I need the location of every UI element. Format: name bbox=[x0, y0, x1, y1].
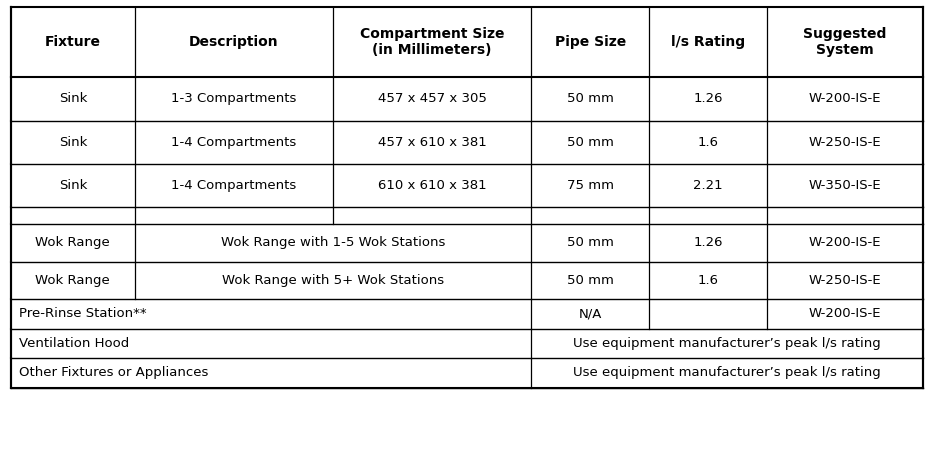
Text: 75 mm: 75 mm bbox=[567, 179, 614, 192]
Text: 610 x 610 x 381: 610 x 610 x 381 bbox=[378, 179, 487, 192]
Text: Other Fixtures or Appliances: Other Fixtures or Appliances bbox=[19, 366, 208, 379]
Text: Pre-Rinse Station**: Pre-Rinse Station** bbox=[19, 307, 147, 320]
Text: 50 mm: 50 mm bbox=[567, 274, 614, 287]
Text: Wok Range: Wok Range bbox=[35, 274, 110, 287]
Text: W-200-IS-E: W-200-IS-E bbox=[809, 92, 882, 106]
Text: Suggested
System: Suggested System bbox=[803, 27, 886, 57]
Text: 1-3 Compartments: 1-3 Compartments bbox=[171, 92, 296, 106]
Text: W-200-IS-E: W-200-IS-E bbox=[809, 307, 882, 320]
Text: 50 mm: 50 mm bbox=[567, 92, 614, 106]
Text: W-250-IS-E: W-250-IS-E bbox=[809, 136, 882, 149]
Text: 1.26: 1.26 bbox=[694, 92, 723, 106]
Text: Wok Range with 5+ Wok Stations: Wok Range with 5+ Wok Stations bbox=[222, 274, 444, 287]
Text: Description: Description bbox=[189, 35, 278, 49]
Text: 1.6: 1.6 bbox=[698, 136, 719, 149]
Text: Sink: Sink bbox=[59, 179, 87, 192]
Text: Ventilation Hood: Ventilation Hood bbox=[19, 337, 129, 350]
Text: W-250-IS-E: W-250-IS-E bbox=[809, 274, 882, 287]
Text: N/A: N/A bbox=[579, 307, 602, 320]
Text: l/s Rating: l/s Rating bbox=[672, 35, 745, 49]
Text: 1.6: 1.6 bbox=[698, 274, 719, 287]
Text: 1-4 Compartments: 1-4 Compartments bbox=[171, 179, 296, 192]
Text: W-200-IS-E: W-200-IS-E bbox=[809, 237, 882, 249]
Text: Fixture: Fixture bbox=[45, 35, 101, 49]
Text: Wok Range with 1-5 Wok Stations: Wok Range with 1-5 Wok Stations bbox=[220, 237, 446, 249]
Text: Sink: Sink bbox=[59, 92, 87, 106]
Text: Use equipment manufacturer’s peak l/s rating: Use equipment manufacturer’s peak l/s ra… bbox=[573, 337, 881, 350]
Text: Sink: Sink bbox=[59, 136, 87, 149]
Text: 457 x 457 x 305: 457 x 457 x 305 bbox=[377, 92, 487, 106]
Text: Pipe Size: Pipe Size bbox=[555, 35, 626, 49]
Text: 1-4 Compartments: 1-4 Compartments bbox=[171, 136, 296, 149]
Text: Wok Range: Wok Range bbox=[35, 237, 110, 249]
Text: 50 mm: 50 mm bbox=[567, 237, 614, 249]
Text: W-350-IS-E: W-350-IS-E bbox=[809, 179, 882, 192]
Text: 50 mm: 50 mm bbox=[567, 136, 614, 149]
Text: 1.26: 1.26 bbox=[694, 237, 723, 249]
Text: Use equipment manufacturer’s peak l/s rating: Use equipment manufacturer’s peak l/s ra… bbox=[573, 366, 881, 379]
Text: 2.21: 2.21 bbox=[693, 179, 723, 192]
Text: Compartment Size
(in Millimeters): Compartment Size (in Millimeters) bbox=[360, 27, 504, 57]
Text: 457 x 610 x 381: 457 x 610 x 381 bbox=[377, 136, 487, 149]
